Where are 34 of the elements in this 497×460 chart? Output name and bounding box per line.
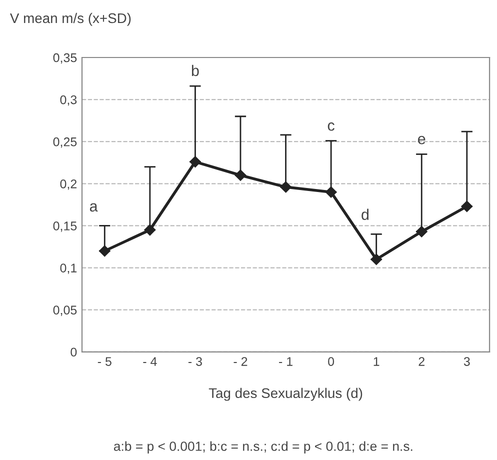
point: [99, 245, 110, 257]
annotation: a: [90, 203, 98, 212]
text: a:b = p < 0.001; b:c = n.s.; c:d = p < 0.01; d:e = n.s.: [114, 441, 412, 454]
annotation: b: [192, 64, 199, 76]
point: [144, 224, 156, 236]
annotation: d: [362, 208, 368, 220]
x-tick-label: 2: [418, 357, 424, 366]
point: [280, 181, 292, 193]
x-tick-label: - 2: [234, 357, 248, 366]
point: [416, 226, 428, 238]
y-tick-label: 0,35: [53, 53, 77, 64]
point: [370, 254, 382, 265]
point: [234, 170, 246, 181]
x-tick-label: 0: [328, 357, 334, 366]
point: [190, 156, 201, 168]
x-tick-label: 1: [374, 357, 380, 366]
y-tick-label: 0,2: [60, 179, 77, 190]
y-tick-label: 0,05: [53, 306, 77, 316]
y-axis-title: V mean m/s (x+SD): [10, 12, 131, 26]
annotation: c: [328, 122, 334, 131]
y-tick-label: 0: [70, 348, 77, 357]
x-axis-title: Tag des Sexualzyklus (d): [208, 388, 362, 401]
y-tick-label: 0,25: [53, 137, 77, 148]
x-tick-label: 3: [464, 357, 470, 366]
y-tick-label: 0,1: [60, 264, 77, 274]
y-tick-label: 0,15: [53, 222, 77, 232]
x-tick-label: - 1: [279, 357, 292, 366]
annotation: e: [418, 136, 426, 144]
y-tick-label: 0,3: [60, 95, 77, 106]
x-tick-label: - 3: [188, 357, 202, 366]
x-tick-label: - 4: [143, 357, 157, 366]
point: [461, 200, 473, 212]
point: [325, 186, 337, 198]
x-tick-label: - 5: [98, 357, 112, 366]
